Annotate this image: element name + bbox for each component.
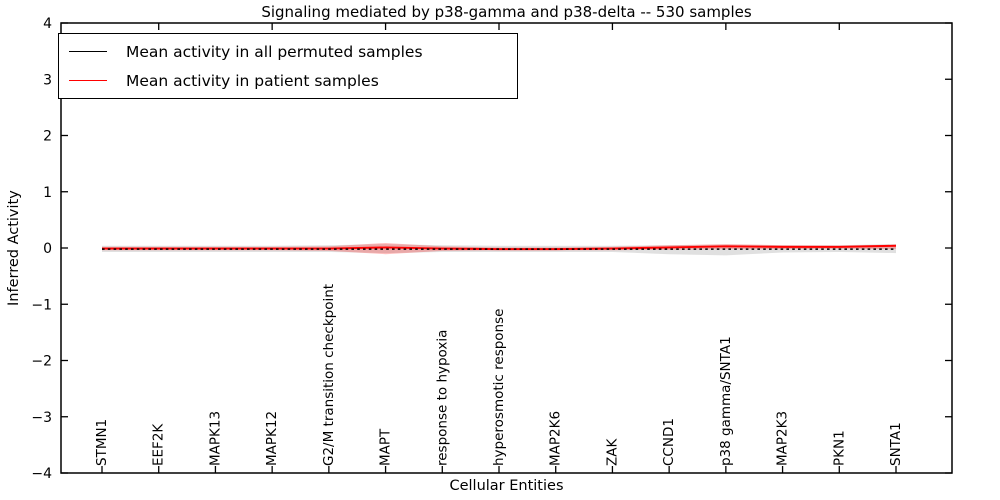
permuted-line-sample-icon [69, 51, 107, 52]
y-tick-label: 0 [43, 241, 52, 257]
x-tick-label: ZAK [604, 438, 620, 466]
y-tick-label: −3 [31, 410, 52, 426]
legend: Mean activity in all permuted samples Me… [58, 33, 518, 99]
x-tick-label: hyperosmotic response [491, 309, 507, 466]
x-tick-label: MAPT [378, 428, 394, 466]
x-axis-label: Cellular Entities [449, 478, 564, 494]
x-tick-label: SNTA1 [888, 422, 904, 466]
y-tick-label: 1 [43, 185, 52, 201]
x-tick-label: MAP2K6 [548, 411, 564, 466]
x-tick-label: PKN1 [831, 430, 847, 466]
chart-title: Signaling mediated by p38-gamma and p38-… [261, 3, 752, 21]
legend-entry-permuted: Mean activity in all permuted samples [59, 37, 517, 66]
y-tick-label: 4 [43, 16, 52, 32]
x-tick-label: EEF2K [151, 423, 167, 466]
legend-label-permuted: Mean activity in all permuted samples [126, 42, 423, 61]
x-tick-label: MAPK13 [207, 411, 223, 466]
x-tick-label: MAPK12 [264, 411, 280, 466]
x-tick-label: G2/M transition checkpoint [321, 284, 337, 466]
y-tick-label: 2 [43, 129, 52, 145]
patient-line-sample-icon [69, 80, 107, 81]
x-tick-label: response to hypoxia [434, 330, 450, 466]
legend-entry-patient: Mean activity in patient samples [59, 66, 517, 95]
x-tick-label: STMN1 [94, 419, 110, 466]
y-tick-label: −2 [31, 354, 52, 370]
x-tick-label: CCND1 [661, 418, 677, 466]
x-tick-label: MAP2K3 [775, 411, 791, 466]
y-tick-label: −4 [31, 466, 52, 482]
y-tick-label: −1 [31, 297, 52, 313]
legend-label-patient: Mean activity in patient samples [126, 71, 379, 90]
x-tick-label: p38 gamma/SNTA1 [718, 336, 734, 466]
y-tick-label: 3 [43, 72, 52, 88]
